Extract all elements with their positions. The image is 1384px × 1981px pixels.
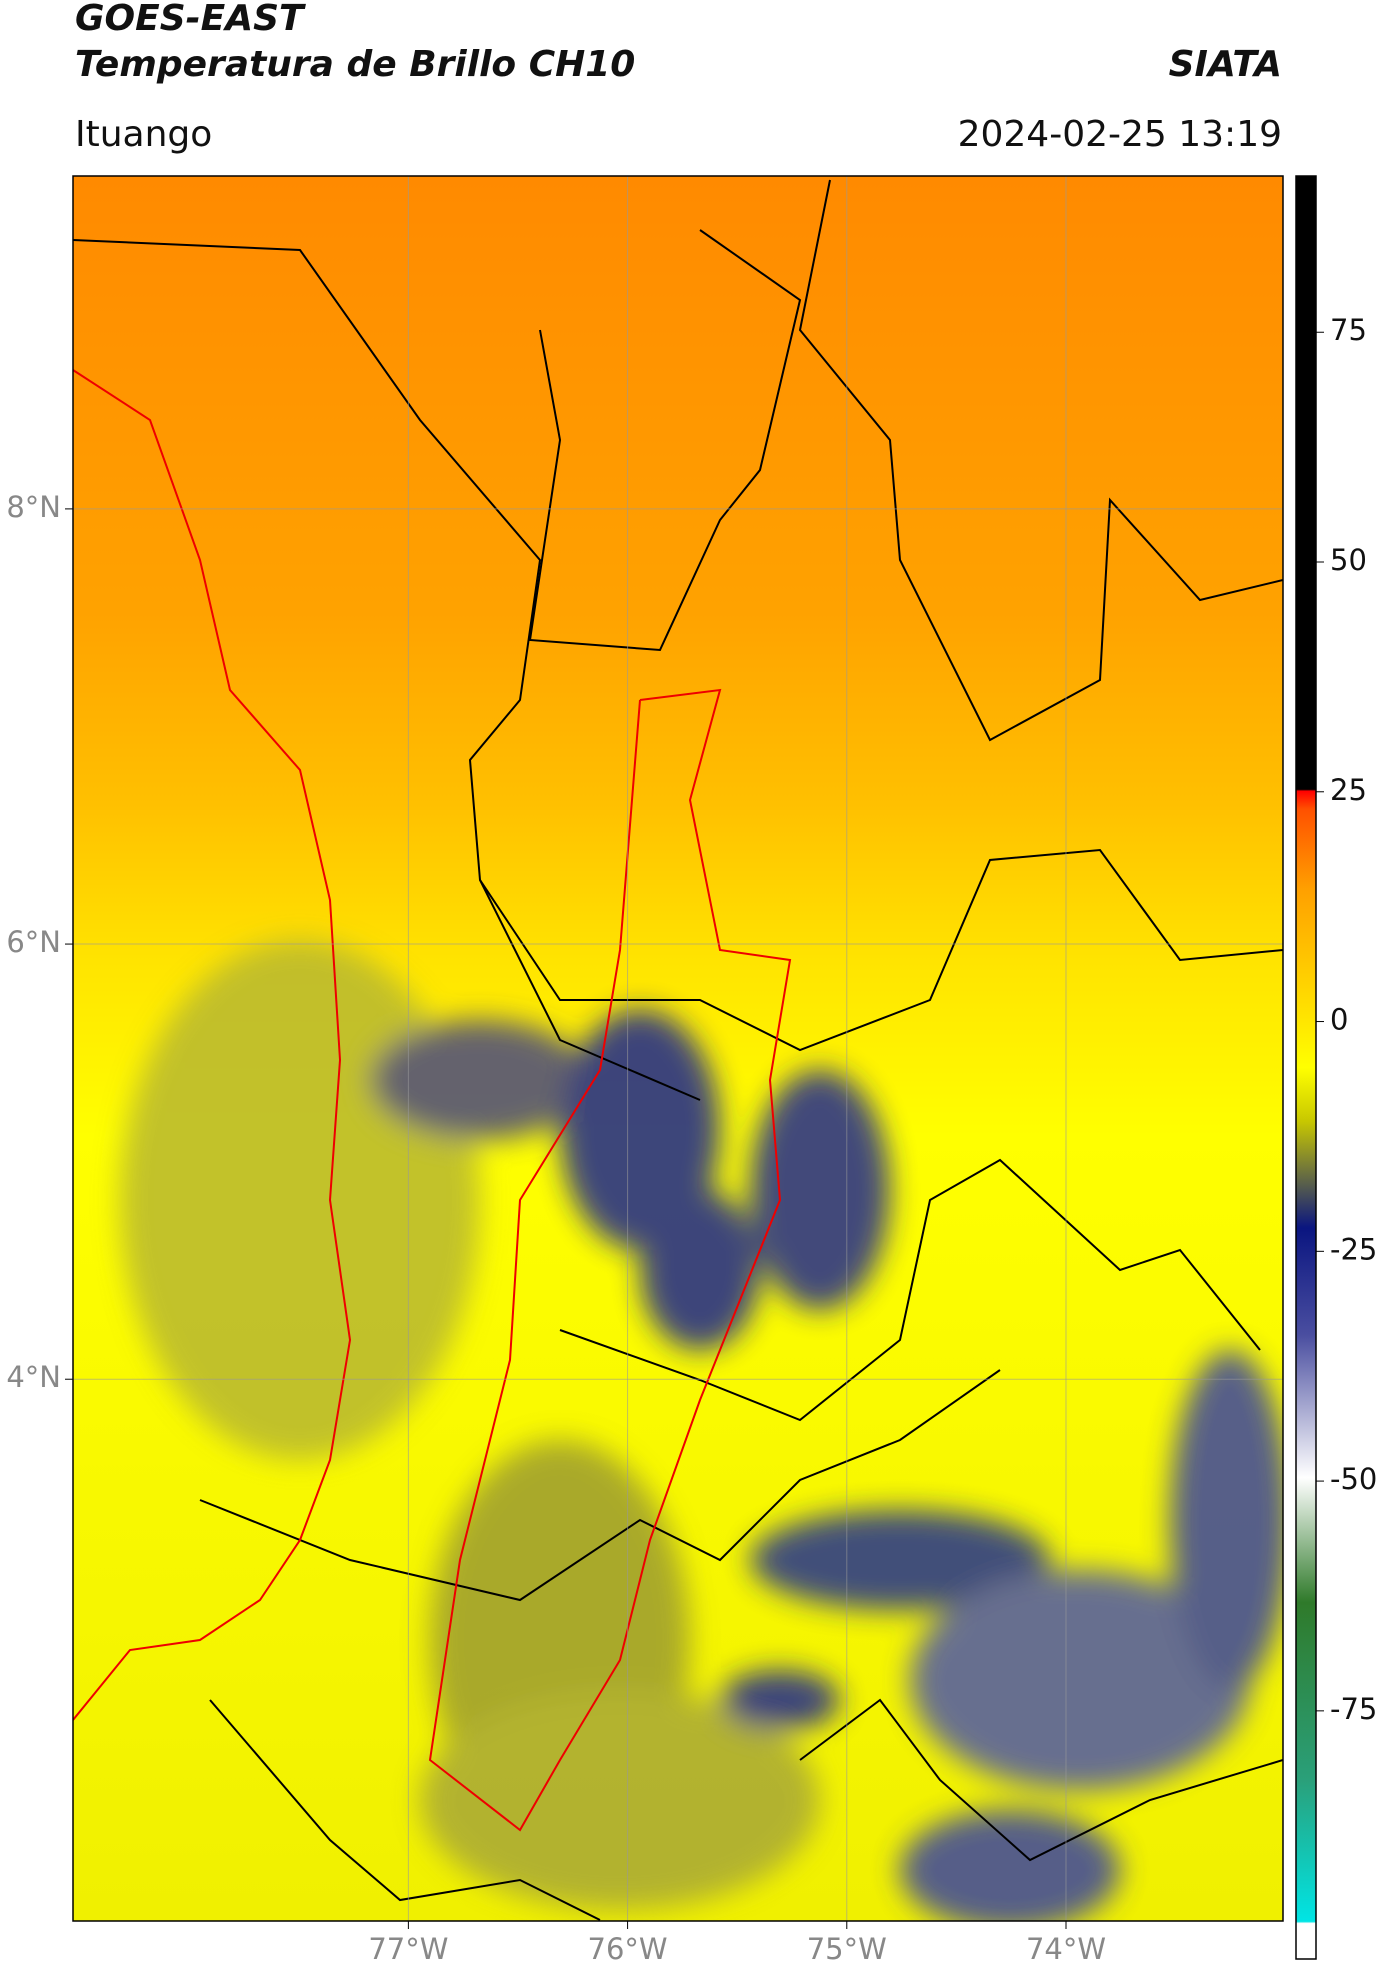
colorbar-tick-label: -25 bbox=[1330, 1232, 1377, 1266]
y-tick-label: 6°N bbox=[6, 925, 61, 959]
x-tick-label: 77°W bbox=[368, 1932, 448, 1966]
colorbar bbox=[1295, 175, 1317, 1960]
brand: SIATA bbox=[1169, 44, 1282, 85]
colorbar-tick-label: 75 bbox=[1330, 313, 1367, 347]
colorbar-tick-label: 25 bbox=[1330, 773, 1367, 807]
title: GOES-EAST bbox=[75, 0, 306, 39]
subtitle: Temperatura de Brillo CH10 bbox=[75, 44, 635, 85]
x-tick-label: 75°W bbox=[807, 1932, 887, 1966]
colorbar-tick-label: -75 bbox=[1330, 1692, 1377, 1726]
colorbar-tick-label: -50 bbox=[1330, 1462, 1377, 1496]
colorbar-tick-label: 50 bbox=[1330, 543, 1367, 577]
y-tick-label: 8°N bbox=[6, 490, 61, 524]
map-image bbox=[73, 176, 1283, 1921]
location: Ituango bbox=[75, 114, 212, 155]
grid bbox=[73, 176, 1283, 1921]
x-tick-label: 76°W bbox=[588, 1932, 668, 1966]
datetime: 2024-02-25 13:19 bbox=[958, 114, 1282, 155]
colorbar-tick-label: 0 bbox=[1330, 1003, 1348, 1037]
map-frame bbox=[72, 175, 1284, 1922]
y-tick-label: 4°N bbox=[6, 1360, 61, 1394]
x-tick-label: 74°W bbox=[1026, 1932, 1106, 1966]
